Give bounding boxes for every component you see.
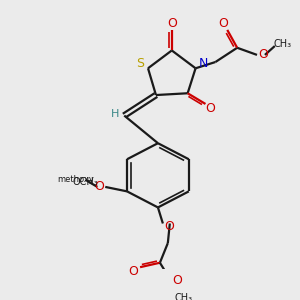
Text: O: O bbox=[94, 179, 104, 193]
Text: O: O bbox=[167, 17, 177, 30]
Text: O: O bbox=[206, 102, 215, 115]
Text: O: O bbox=[258, 47, 268, 61]
Text: O: O bbox=[172, 274, 182, 287]
Text: O: O bbox=[128, 265, 138, 278]
Text: H: H bbox=[111, 109, 119, 119]
Text: O: O bbox=[218, 17, 228, 30]
Text: CH₃: CH₃ bbox=[175, 292, 193, 300]
Text: S: S bbox=[136, 57, 144, 70]
Text: O: O bbox=[164, 220, 174, 233]
Text: methoxy: methoxy bbox=[57, 175, 94, 184]
Text: CH₃: CH₃ bbox=[274, 39, 292, 49]
Text: N: N bbox=[199, 57, 208, 70]
Text: OCH₃: OCH₃ bbox=[73, 177, 98, 187]
